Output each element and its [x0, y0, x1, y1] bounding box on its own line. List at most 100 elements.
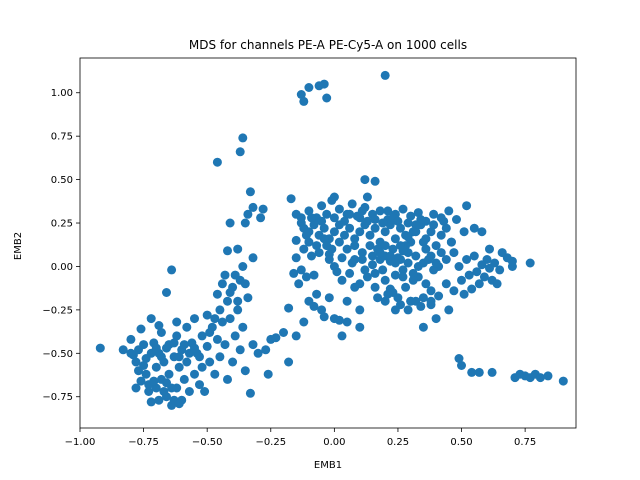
data-point: [159, 387, 169, 396]
data-point: [200, 387, 210, 396]
data-point: [365, 230, 375, 240]
data-point: [139, 361, 149, 370]
data-point: [299, 244, 309, 254]
data-point: [149, 376, 159, 386]
data-point: [279, 328, 288, 337]
data-point: [398, 204, 408, 214]
data-point: [126, 334, 136, 344]
data-point: [238, 322, 248, 332]
data-point: [429, 209, 439, 219]
data-point: [172, 317, 182, 327]
data-point: [441, 279, 451, 289]
data-point: [151, 362, 161, 372]
data-point: [174, 399, 184, 409]
data-point: [345, 223, 355, 233]
data-point: [190, 343, 199, 353]
data-point: [172, 331, 182, 341]
x-tick-label: 0.25: [387, 437, 409, 448]
data-point: [350, 282, 360, 292]
data-point: [212, 289, 222, 299]
data-point: [479, 272, 489, 282]
data-point: [184, 387, 194, 396]
data-point: [136, 324, 146, 334]
data-point: [375, 206, 385, 216]
data-point: [401, 282, 411, 292]
data-point: [334, 204, 344, 214]
data-point: [396, 223, 405, 233]
y-axis-label: EMB2: [13, 232, 24, 260]
x-axis-label: EMB1: [314, 460, 342, 471]
data-point: [271, 333, 281, 343]
x-tick-label: 0.00: [323, 437, 345, 448]
x-tick-label: −0.50: [192, 437, 223, 448]
y-tick-label: −0.75: [42, 392, 73, 403]
y-tick-label: 0.50: [51, 175, 73, 186]
data-point: [477, 227, 487, 237]
data-point: [296, 265, 306, 275]
data-point: [362, 216, 372, 226]
data-point: [378, 218, 388, 228]
data-point: [360, 265, 370, 275]
data-point: [146, 397, 156, 407]
data-point: [205, 328, 215, 337]
data-point: [240, 279, 250, 289]
data-point: [154, 395, 164, 405]
data-point: [258, 204, 268, 214]
data-point: [345, 209, 355, 219]
data-point: [245, 187, 255, 197]
y-tick-label: 0.00: [51, 262, 73, 273]
data-point: [233, 296, 243, 306]
data-point: [385, 220, 395, 230]
x-tick-label: −0.75: [128, 437, 159, 448]
data-point: [190, 369, 199, 379]
data-point: [151, 343, 161, 353]
data-point: [507, 256, 517, 266]
data-point: [444, 206, 454, 216]
data-point: [322, 93, 332, 103]
data-point: [334, 237, 344, 247]
data-point: [235, 147, 245, 157]
data-point: [398, 272, 408, 282]
data-point: [421, 279, 431, 289]
data-point: [289, 268, 299, 278]
data-point: [558, 376, 568, 386]
data-point: [398, 265, 408, 275]
data-point: [263, 369, 273, 379]
data-point: [497, 248, 507, 258]
data-point: [431, 258, 441, 268]
data-point: [350, 241, 360, 251]
data-point: [370, 268, 380, 278]
data-point: [233, 305, 243, 315]
data-point: [195, 352, 204, 362]
data-point: [215, 305, 225, 315]
data-point: [134, 345, 143, 355]
data-point: [220, 270, 230, 280]
data-point: [424, 255, 433, 264]
data-point: [95, 343, 105, 353]
data-point: [304, 83, 314, 92]
data-point: [413, 262, 423, 271]
data-point: [164, 369, 174, 379]
data-point: [368, 260, 377, 270]
data-point: [174, 362, 184, 372]
data-point: [375, 248, 385, 258]
y-tick-label: −0.50: [42, 349, 73, 360]
data-point: [284, 357, 294, 367]
data-point: [223, 296, 232, 306]
data-point: [408, 268, 418, 278]
data-point: [340, 216, 349, 226]
data-point: [312, 241, 322, 251]
data-point: [446, 237, 456, 247]
data-point: [449, 248, 459, 258]
data-point: [418, 322, 428, 332]
data-point: [418, 237, 428, 247]
data-point: [347, 199, 357, 209]
data-point: [230, 331, 240, 341]
plot-area-points: [95, 70, 568, 410]
data-point: [230, 270, 240, 280]
data-point: [477, 260, 487, 270]
data-point: [487, 367, 497, 377]
data-point: [431, 314, 441, 324]
data-point: [472, 267, 482, 277]
data-point: [485, 263, 494, 273]
